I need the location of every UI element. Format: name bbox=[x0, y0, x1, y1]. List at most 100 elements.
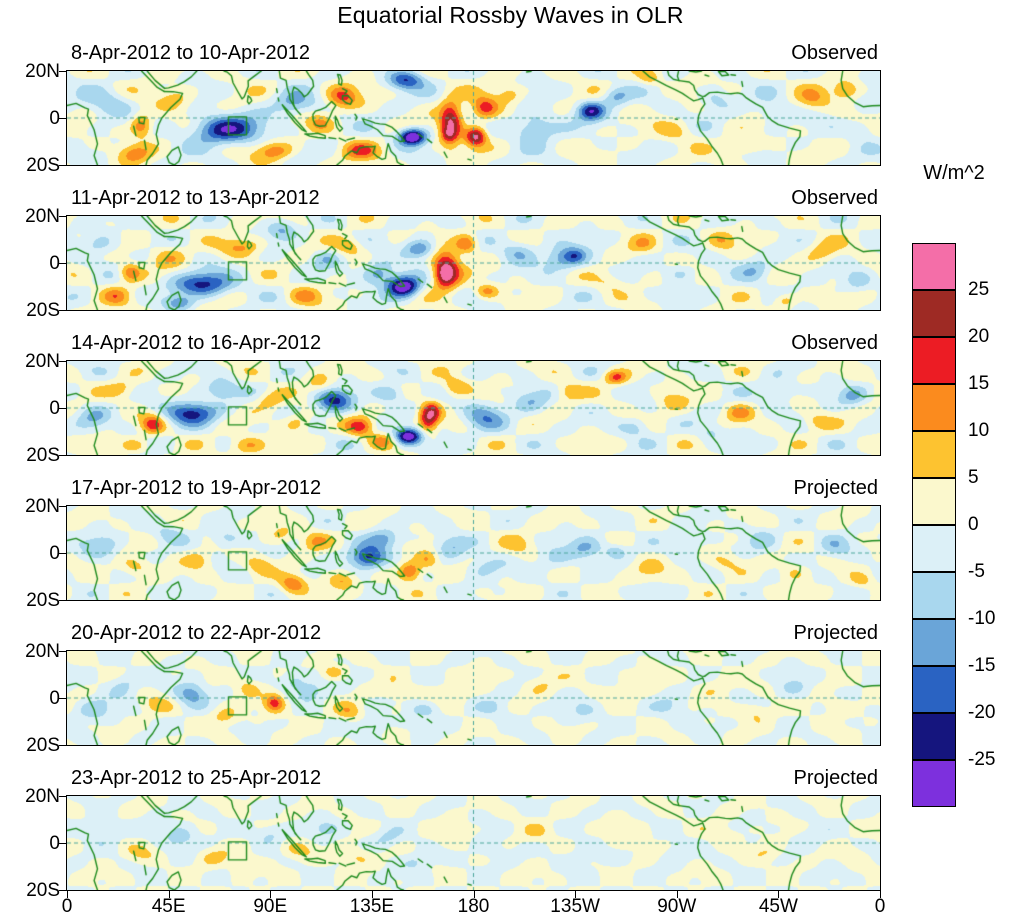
colorbar-cell bbox=[912, 713, 956, 760]
panel-head: 14-Apr-2012 to 16-Apr-2012 Observed bbox=[67, 332, 880, 358]
axis-tick bbox=[270, 891, 272, 898]
y-tick-label: 0 bbox=[49, 688, 60, 709]
axis-tick bbox=[59, 118, 66, 119]
x-tick-label: 135W bbox=[550, 896, 600, 917]
panel-map-canvas bbox=[66, 650, 881, 746]
axis-tick bbox=[59, 216, 66, 217]
y-tick-label: 20S bbox=[26, 590, 60, 611]
y-tick-label: 0 bbox=[49, 543, 60, 564]
colorbar-tick-label: 15 bbox=[968, 373, 990, 394]
colorbar-cell bbox=[912, 572, 956, 619]
y-tick-label: 20S bbox=[26, 880, 60, 901]
colorbar-unit-label: W/m^2 bbox=[923, 162, 985, 184]
y-tick-label: 0 bbox=[49, 833, 60, 854]
axis-tick bbox=[59, 165, 66, 166]
panel-head: 20-Apr-2012 to 22-Apr-2012 Projected bbox=[67, 622, 880, 648]
y-tick-label: 0 bbox=[49, 108, 60, 129]
y-tick-label: 20N bbox=[25, 786, 60, 807]
axis-tick bbox=[59, 745, 66, 746]
colorbar-cell bbox=[912, 337, 956, 384]
x-tick-label: 45W bbox=[758, 896, 798, 917]
axis-tick bbox=[59, 553, 66, 554]
axis-tick bbox=[676, 891, 678, 898]
colorbar-cell bbox=[912, 384, 956, 431]
x-tick-label: 90W bbox=[657, 896, 697, 917]
axis-tick bbox=[371, 891, 373, 898]
y-tick-label: 0 bbox=[49, 398, 60, 419]
panel-tag: Projected bbox=[793, 767, 879, 789]
colorbar-tick-label: -25 bbox=[968, 749, 996, 770]
panel-tag: Projected bbox=[793, 622, 879, 644]
panel-map-canvas bbox=[66, 505, 881, 601]
x-tick-label: 180 bbox=[457, 896, 490, 917]
axis-tick bbox=[59, 455, 66, 456]
panel-head: 23-Apr-2012 to 25-Apr-2012 Projected bbox=[67, 767, 880, 793]
axis-tick bbox=[59, 506, 66, 507]
y-tick-label: 0 bbox=[49, 253, 60, 274]
panel-map-canvas bbox=[66, 360, 881, 456]
axis-tick bbox=[59, 71, 66, 72]
colorbar-cell bbox=[912, 666, 956, 713]
figure-title: Equatorial Rossby Waves in OLR bbox=[337, 2, 684, 28]
x-tick-label: 45E bbox=[151, 896, 186, 917]
colorbar-cell bbox=[912, 243, 956, 290]
panel-title: 8-Apr-2012 to 10-Apr-2012 bbox=[71, 42, 311, 64]
x-tick-label: 0 bbox=[874, 896, 886, 917]
panel-map-canvas bbox=[66, 795, 881, 891]
panel-tag: Observed bbox=[791, 42, 878, 64]
colorbar-cell bbox=[912, 525, 956, 572]
colorbar-tick-label: 5 bbox=[968, 467, 979, 488]
axis-tick bbox=[59, 600, 66, 601]
colorbar-tick-label: 25 bbox=[968, 279, 990, 300]
axis-tick bbox=[59, 698, 66, 699]
axis-tick bbox=[67, 891, 68, 898]
panel-title: 20-Apr-2012 to 22-Apr-2012 bbox=[71, 622, 322, 644]
colorbar-tick-label: 10 bbox=[968, 420, 990, 441]
y-tick-label: 20N bbox=[25, 496, 60, 517]
axis-tick bbox=[59, 361, 66, 362]
panel-title: 23-Apr-2012 to 25-Apr-2012 bbox=[71, 767, 322, 789]
y-tick-label: 20S bbox=[26, 735, 60, 756]
axis-tick bbox=[473, 891, 475, 898]
panel-title: 11-Apr-2012 to 13-Apr-2012 bbox=[71, 187, 320, 209]
axis-tick bbox=[880, 891, 881, 898]
axis-tick bbox=[59, 890, 66, 891]
panel-title: 14-Apr-2012 to 16-Apr-2012 bbox=[71, 332, 322, 354]
colorbar-tick-label: 0 bbox=[968, 514, 979, 535]
panel-title: 17-Apr-2012 to 19-Apr-2012 bbox=[71, 477, 322, 499]
axis-tick bbox=[59, 263, 66, 264]
y-tick-label: 20N bbox=[25, 61, 60, 82]
panel-head: 11-Apr-2012 to 13-Apr-2012 Observed bbox=[67, 187, 880, 213]
colorbar-tick-label: -10 bbox=[968, 608, 996, 629]
colorbar-tick-label: -15 bbox=[968, 655, 996, 676]
axis-tick bbox=[575, 891, 577, 898]
colorbar-cell bbox=[912, 290, 956, 337]
panel-head: 17-Apr-2012 to 19-Apr-2012 Projected bbox=[67, 477, 880, 503]
panel-tag: Observed bbox=[791, 332, 878, 354]
axis-tick bbox=[59, 796, 66, 797]
y-tick-label: 20N bbox=[25, 206, 60, 227]
panel-map-canvas bbox=[66, 215, 881, 311]
x-tick-label: 135E bbox=[349, 896, 395, 917]
y-tick-label: 20S bbox=[26, 300, 60, 321]
colorbar-cell bbox=[912, 760, 956, 807]
colorbar-cell bbox=[912, 478, 956, 525]
y-tick-label: 20S bbox=[26, 155, 60, 176]
axis-tick bbox=[59, 843, 66, 844]
colorbar-tick-label: -20 bbox=[968, 702, 996, 723]
axis-tick bbox=[168, 891, 170, 898]
axis-tick bbox=[59, 651, 66, 652]
panel-head: 8-Apr-2012 to 10-Apr-2012 Observed bbox=[67, 42, 880, 68]
panel-map-canvas bbox=[66, 70, 881, 166]
x-tick-label: 90E bbox=[253, 896, 288, 917]
colorbar-tick-label: 20 bbox=[968, 326, 990, 347]
colorbar-tick-label: -5 bbox=[968, 561, 985, 582]
y-tick-label: 20N bbox=[25, 641, 60, 662]
panel-tag: Projected bbox=[793, 477, 879, 499]
y-tick-label: 20S bbox=[26, 445, 60, 466]
axis-tick bbox=[59, 408, 66, 409]
axis-tick bbox=[778, 891, 780, 898]
colorbar-cell bbox=[912, 619, 956, 666]
y-tick-label: 20N bbox=[25, 351, 60, 372]
